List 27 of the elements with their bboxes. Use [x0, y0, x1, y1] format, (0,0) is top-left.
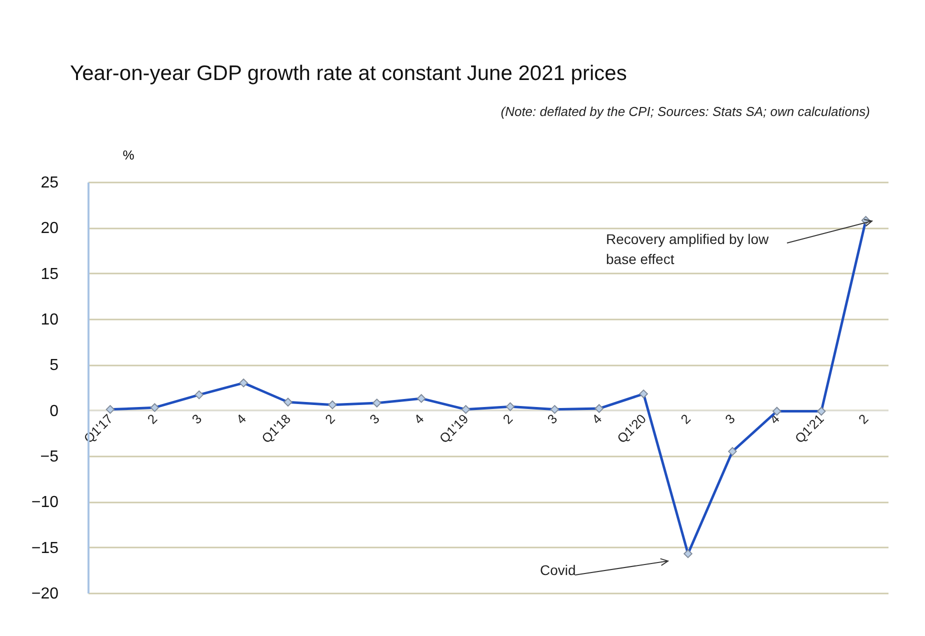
x-tick-label: 3: [722, 411, 738, 427]
y-tick-label: 15: [40, 266, 59, 283]
x-tick-label: 2: [322, 411, 338, 427]
x-tick-label: 3: [188, 411, 205, 427]
y-tick-label: 20: [40, 220, 59, 238]
y-tick-label: 5: [50, 357, 59, 374]
y-tick-label: −10: [31, 494, 59, 512]
y-tick-label: 10: [40, 312, 59, 328]
y-tick-label: 25: [40, 174, 59, 192]
y-axis-title: %: [122, 148, 135, 162]
y-tick-label: −15: [31, 540, 59, 557]
x-tick-label: 2: [144, 411, 160, 427]
x-tick-label: 4: [588, 411, 605, 427]
x-tick-label: 3: [366, 411, 382, 427]
x-tick-label: 4: [411, 411, 427, 427]
y-tick-label: −5: [40, 448, 59, 466]
annotation: Covid: [540, 561, 577, 580]
y-tick-label: −20: [31, 586, 59, 602]
x-tick-label: 3: [544, 411, 560, 427]
x-tick-label: 4: [233, 411, 250, 427]
x-tick-label: 2: [678, 411, 694, 427]
chart-subtitle: (Note: deflated by the CPI; Sources: Stats SA; own calculations): [500, 104, 870, 119]
y-tick-label: 0: [50, 402, 59, 420]
x-tick-label: 2: [856, 411, 872, 427]
chart-title: Year-on-year GDP growth rate at constant June 2021 prices: [70, 62, 627, 86]
annotation: Recovery amplified by low base effect: [606, 230, 770, 269]
x-tick-label: 2: [500, 411, 516, 427]
